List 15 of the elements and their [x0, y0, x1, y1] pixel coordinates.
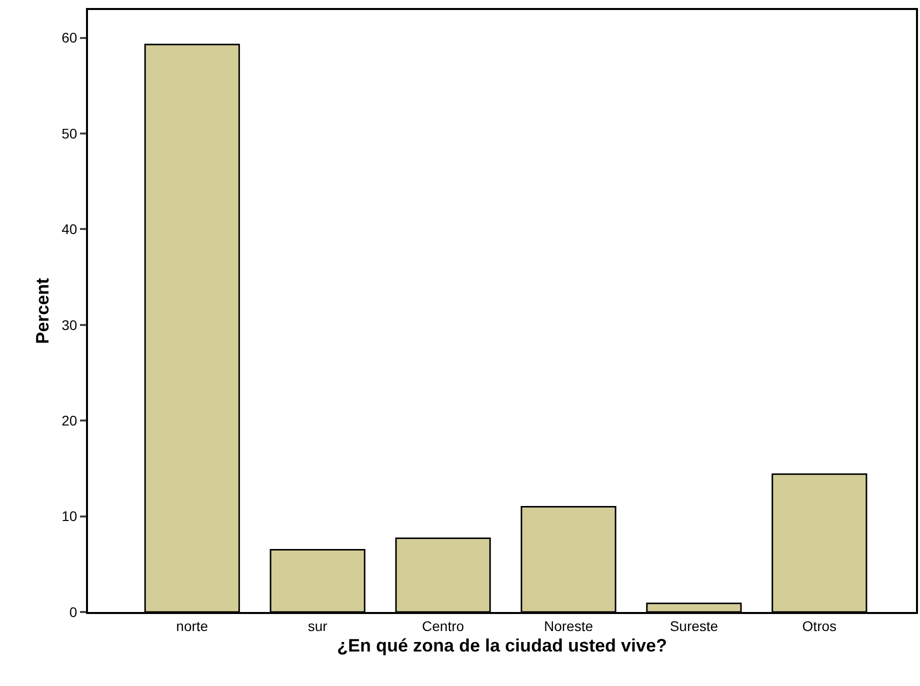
- x-tick-label: Otros: [802, 618, 837, 634]
- y-tick-label: 10: [62, 508, 78, 524]
- x-tick-label: Centro: [422, 618, 464, 634]
- y-tick-label: 50: [62, 125, 78, 142]
- y-tick-label: 20: [62, 412, 78, 428]
- y-tick-label: 60: [62, 30, 78, 46]
- x-tick-label: Noreste: [544, 618, 594, 634]
- x-tick-label: norte: [176, 618, 208, 634]
- y-axis-title: Percent: [32, 278, 52, 344]
- x-tick-label: Sureste: [670, 618, 718, 634]
- y-tick-label: 40: [62, 221, 78, 238]
- y-tick-label: 0: [69, 604, 78, 620]
- x-axis-title: ¿En qué zona de la ciudad usted vive?: [336, 635, 668, 656]
- x-tick-label: sur: [308, 618, 328, 634]
- y-tick-label: 30: [62, 316, 78, 333]
